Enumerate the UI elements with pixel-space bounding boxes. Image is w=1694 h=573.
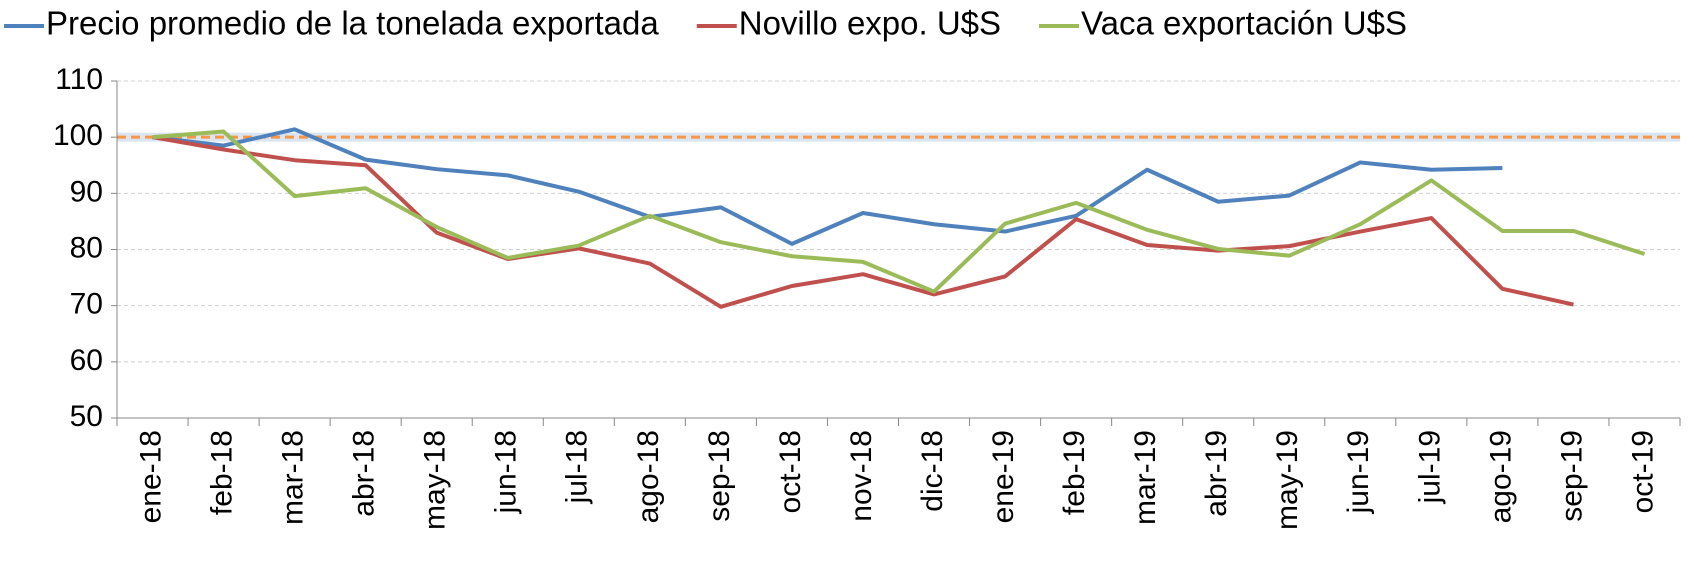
x-tick-label: dic-18 [916, 430, 949, 512]
legend-label: Precio promedio de la tonelada exportada [46, 5, 659, 42]
y-tick-label: 110 [55, 63, 103, 96]
x-tick-label: may-18 [419, 430, 452, 530]
x-tick-label: ene-18 [134, 430, 167, 523]
x-tick-label: sep-19 [1555, 430, 1588, 522]
series-line [152, 129, 1646, 294]
x-tick-label: abr-18 [348, 430, 381, 517]
x-tick-label: ago-19 [1484, 430, 1517, 523]
x-tick-label: oct-18 [774, 430, 807, 513]
x-tick-label: mar-18 [277, 430, 310, 525]
x-tick-label: sep-18 [703, 430, 736, 522]
y-tick-label: 90 [70, 175, 103, 208]
x-tick-label: jun-18 [490, 430, 523, 514]
x-tick-label: oct-19 [1626, 430, 1659, 513]
series-line [152, 127, 1503, 246]
legend-label: Novillo expo. U$S [739, 5, 1001, 42]
x-tick-label: jul-18 [561, 430, 594, 504]
x-tick-label: abr-19 [1200, 430, 1233, 517]
x-tick-label: ene-19 [987, 430, 1020, 523]
x-tick-label: jun-19 [1342, 430, 1375, 514]
x-tick-label: jul-19 [1413, 430, 1446, 504]
x-tick-label: feb-19 [1058, 430, 1091, 515]
y-tick-label: 100 [53, 119, 103, 152]
y-tick-label: 70 [70, 288, 103, 321]
legend-label: Vaca exportación U$S [1081, 5, 1407, 42]
y-tick-label: 80 [70, 231, 103, 264]
x-tick-label: ago-18 [632, 430, 665, 523]
x-tick-label: mar-19 [1129, 430, 1162, 525]
y-tick-label: 60 [70, 344, 103, 377]
x-tick-label: may-19 [1271, 430, 1304, 530]
x-tick-label: nov-18 [845, 430, 878, 522]
x-tick-label: feb-18 [205, 430, 238, 515]
y-tick-label: 50 [70, 400, 103, 433]
